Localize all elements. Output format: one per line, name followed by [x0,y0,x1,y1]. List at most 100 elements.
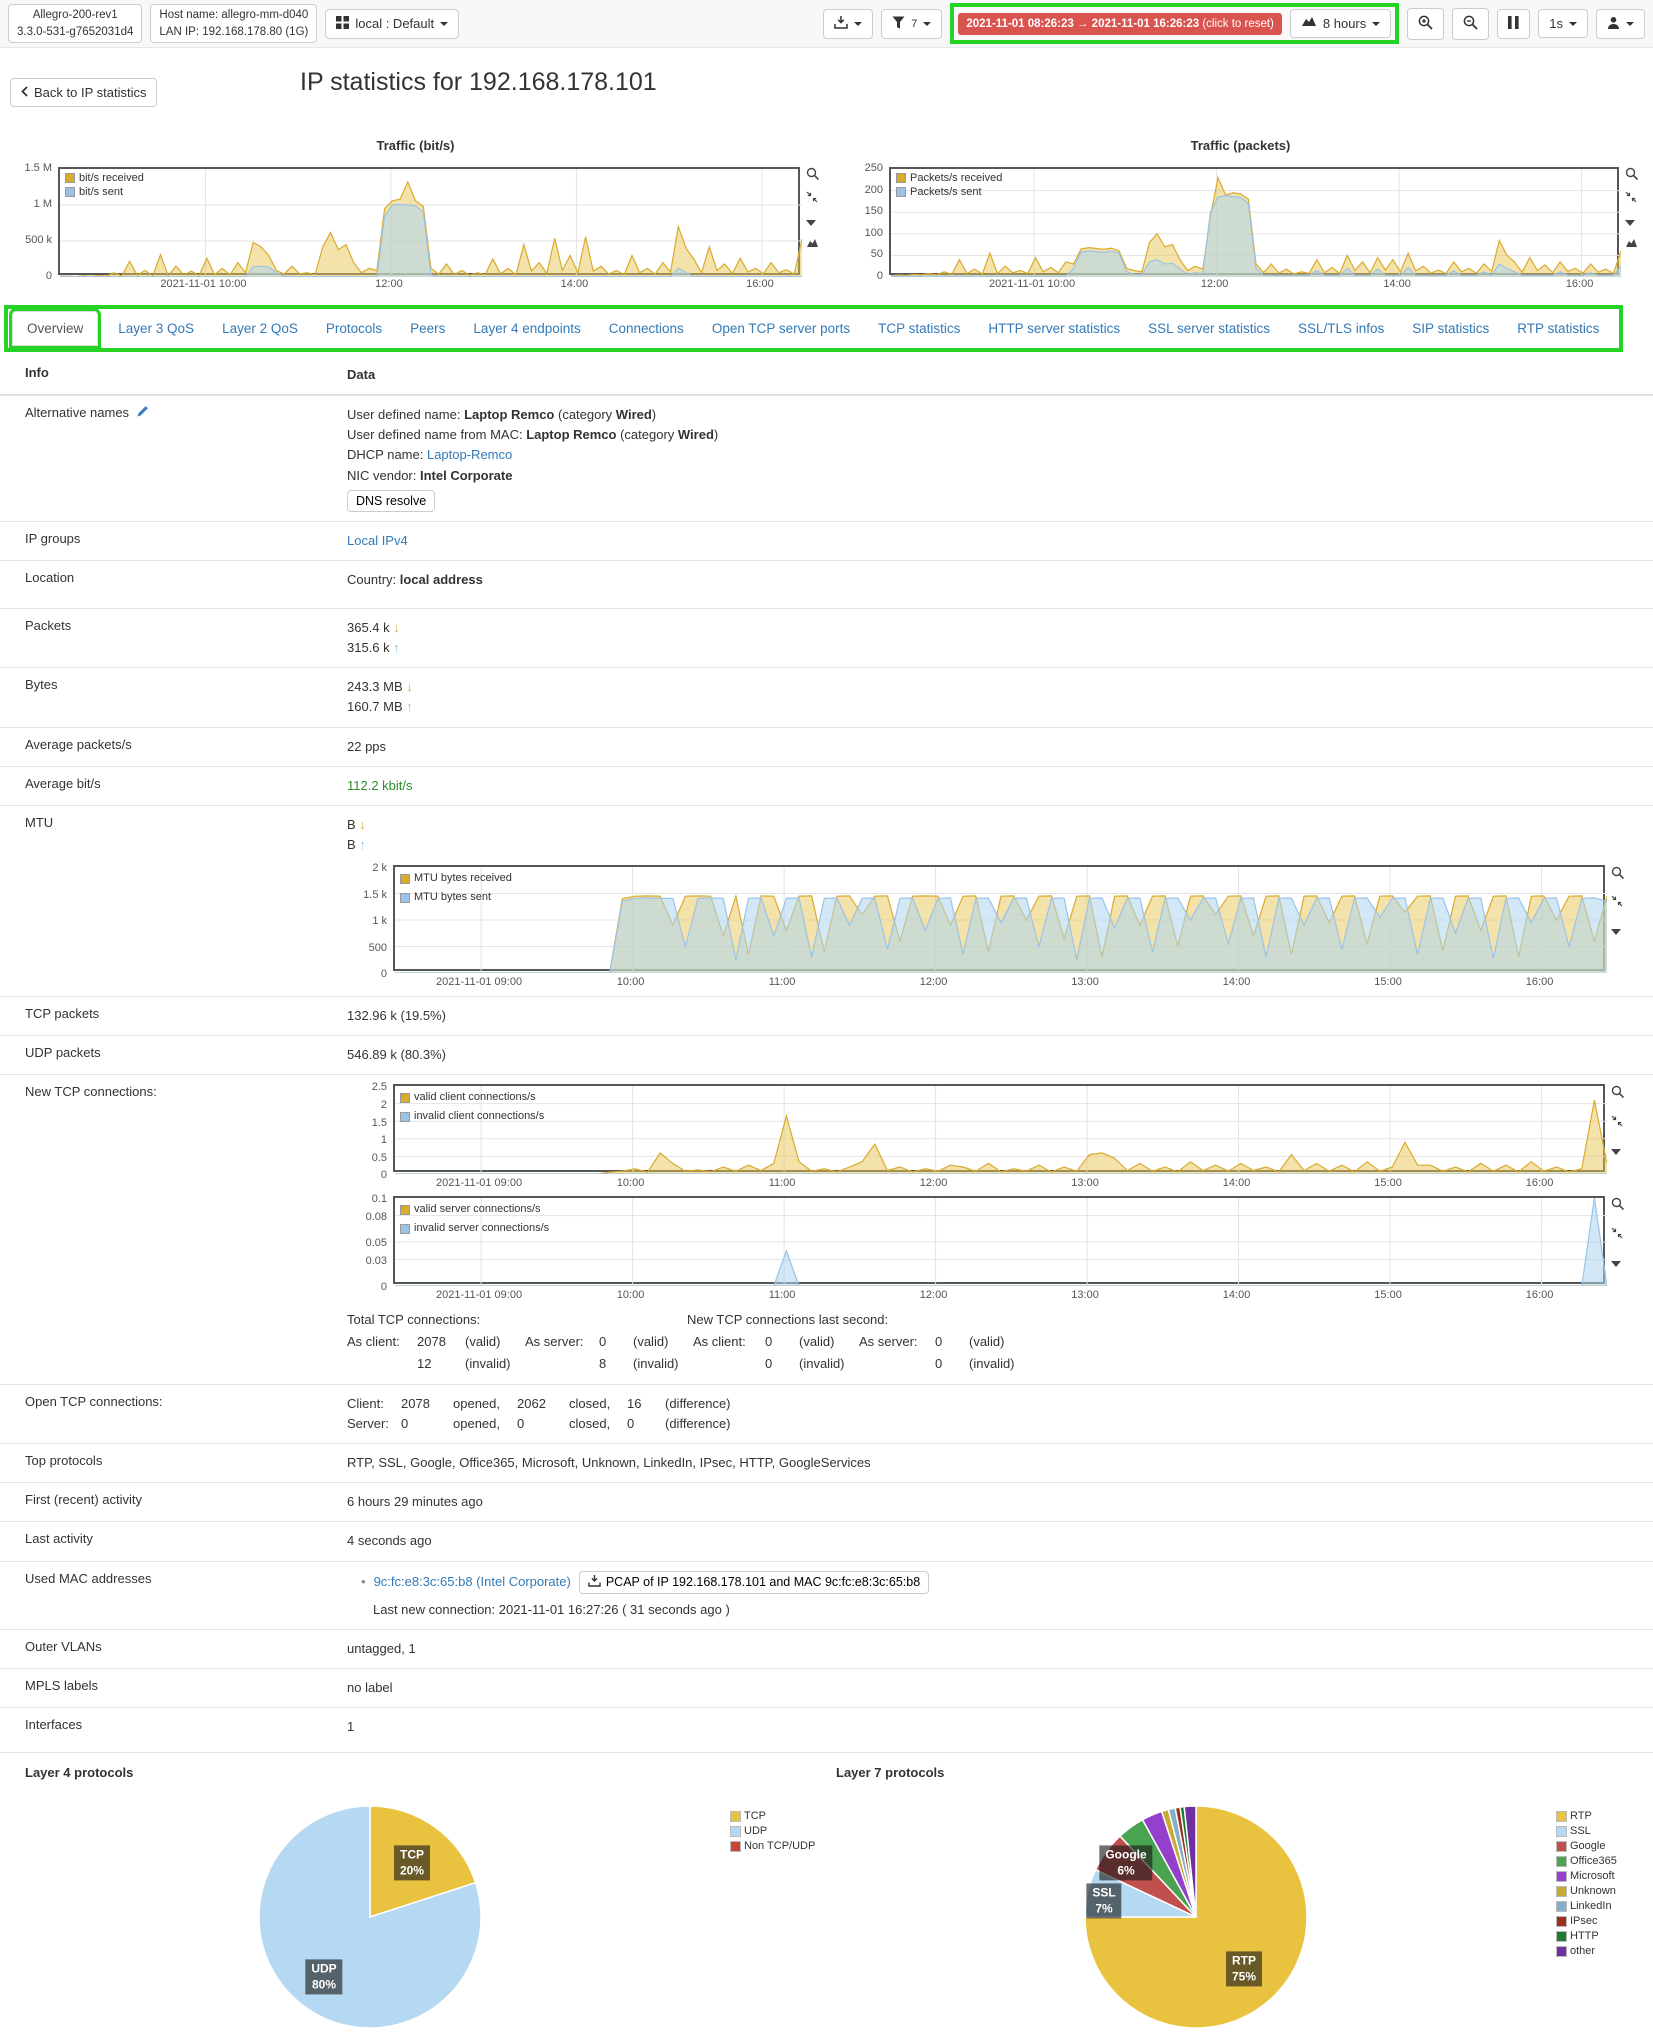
tab-rtp-statistics[interactable]: RTP statistics [1517,321,1600,336]
server-connections-chart[interactable] [393,1196,1608,1287]
y-tick-label: 0.1 [371,1193,387,1206]
tab-layer-3-qos[interactable]: Layer 3 QoS [118,321,195,336]
time-range-badge[interactable]: 2021-11-01 08:26:23 → 2021-11-01 16:26:2… [958,12,1282,35]
zoom-in-icon [1418,15,1433,33]
open-tcp-server-row: Server: 0 opened, 0 closed, 0 (difference) [347,1414,1653,1434]
tab-layer-4-endpoints[interactable]: Layer 4 endpoints [473,321,581,336]
traffic-bits-chart[interactable] [58,167,803,278]
cell: (invalid) [969,1355,1015,1371]
download-icon [588,1574,601,1590]
user-defined-name: User defined name: Laptop Remco (categor… [347,407,657,423]
chart-zoom-icon[interactable] [1611,1084,1625,1104]
scope-selector[interactable]: local : Default [325,8,460,39]
zoom-out-button[interactable] [1452,7,1490,40]
download-menu-button[interactable] [823,8,874,39]
layer7-pie-chart[interactable]: RTP 75% SSL 7% Google 6% [1081,1802,1311,2032]
cell: Server: [347,1415,389,1431]
cell [525,1353,599,1375]
tab-ssl-tls-infos[interactable]: SSL/TLS infos [1297,321,1385,336]
chart-options-caret-icon[interactable] [1625,214,1638,229]
tab-protocols[interactable]: Protocols [325,321,383,336]
pie-slice-label: TCP 20% [393,1845,431,1881]
mtu-chart[interactable] [393,865,1608,974]
ip-group-link[interactable]: Local IPv4 [347,532,408,548]
legend-item: Google [1556,1840,1617,1852]
x-axis-labels: 2021-11-01 09:00 10:00 11:00 12:00 13:00 14:0… [393,971,1605,988]
chart-collapse-icon[interactable] [1611,1225,1624,1245]
pause-button[interactable] [1497,8,1531,39]
lan-ip: LAN IP: 192.168.178.80 (1G) [159,25,309,38]
mac-pcap-button[interactable]: PCAP of IP 192.168.178.101 and MAC 9c:fc… [578,1570,930,1594]
grid-icon [336,15,350,32]
dns-resolve-button[interactable]: DNS resolve [347,489,436,512]
y-tick-label: 100 [864,226,883,239]
chart-collapse-icon[interactable] [1625,191,1638,206]
back-button[interactable]: Back to IP statistics [10,78,158,107]
x-axis-labels: 2021-11-01 10:00 12:00 14:00 16:00 [58,275,800,291]
average-bits-value: 112.2 kbit/s [347,777,413,793]
pie-slice-label: RTP 75% [1225,1951,1263,1987]
client-connections-chart[interactable] [393,1084,1608,1175]
cell: 8 [599,1355,607,1371]
edit-pencil-icon[interactable] [137,405,149,420]
cell [693,1353,765,1375]
tab-peers[interactable]: Peers [410,321,446,336]
filter-menu-button[interactable]: 7 [881,8,943,39]
x-tick-label: 13:00 [1071,1289,1099,1302]
zoom-in-button[interactable] [1407,7,1445,40]
row-label: MPLS labels [25,1677,98,1693]
tab-open-tcp-server-ports[interactable]: Open TCP server ports [711,321,851,336]
traffic-bits-block: Traffic (bit/s) 1.5 M 1 M 500 k 0 bit/s rec… [12,138,820,291]
table-row: New TCP connections: 2.5 2 1.5 1 0.5 0 valid … [0,1074,1653,1383]
x-tick-label: 14:00 [1383,278,1411,290]
tab-overview[interactable]: Overview [8,308,102,349]
x-axis-labels: 2021-11-01 09:00 10:00 11:00 12:00 13:00 14:0… [393,1172,1605,1189]
mtu-received: B ↓ [347,816,366,832]
chart-options-caret-icon[interactable] [806,214,819,229]
x-tick-label: 12:00 [375,278,403,290]
y-tick-label: 0 [45,270,52,282]
time-controls-highlight: 2021-11-01 08:26:23 → 2021-11-01 16:26:2… [950,3,1400,44]
device-model: Allegro-200-rev1 [32,8,118,21]
chart-collapse-icon[interactable] [1611,1113,1624,1133]
chart-zoom-icon[interactable] [1611,865,1625,885]
chart-options-caret-icon[interactable] [1611,1253,1624,1273]
chart-export-icon[interactable] [1625,237,1638,252]
tab-http-server-statistics[interactable]: HTTP server statistics [988,321,1121,336]
traffic-packets-block: Traffic (packets) 250 200 150 100 50 0 Packet… [843,138,1639,291]
traffic-charts-row: Traffic (bit/s) 1.5 M 1 M 500 k 0 bit/s rec… [12,138,1653,291]
duration-label: 8 hours [1322,16,1367,31]
refresh-interval-selector[interactable]: 1s [1538,9,1588,38]
chart-collapse-icon[interactable] [806,191,819,206]
y-tick-label: 50 [870,248,883,261]
traffic-packets-chart[interactable] [889,167,1622,277]
duration-selector[interactable]: 8 hours [1289,9,1392,38]
row-label: UDP packets [25,1045,101,1061]
tab-sip-statistics[interactable]: SIP statistics [1412,321,1490,336]
x-tick-label: 15:00 [1374,976,1402,989]
cell: (valid) [633,1333,669,1349]
tab-tcp-statistics[interactable]: TCP statistics [878,321,961,336]
y-tick-label: 0 [380,1169,387,1182]
tab-connections[interactable]: Connections [608,321,684,336]
chart-options-caret-icon[interactable] [1611,1141,1624,1161]
legend-item: LinkedIn [1556,1900,1617,1912]
chart-zoom-icon[interactable] [1625,167,1639,183]
x-tick-label: 16:00 [1565,278,1594,290]
y-tick-label: 500 [368,941,387,954]
pie-slice-label: Google 6% [1099,1845,1153,1881]
chart-zoom-icon[interactable] [806,167,820,183]
user-menu-button[interactable] [1596,8,1645,39]
chart-zoom-icon[interactable] [1611,1196,1625,1216]
tab-layer-2-qos[interactable]: Layer 2 QoS [222,321,298,336]
chart-options-caret-icon[interactable] [1611,921,1624,941]
chart-export-icon[interactable] [806,237,819,252]
chart-collapse-icon[interactable] [1611,893,1624,913]
mac-address-link[interactable]: 9c:fc:e8:3c:65:b8 (Intel Corporate) [373,1573,571,1589]
legend-item: invalid server connections/s [400,1220,549,1237]
layer4-pie-chart[interactable]: TCP 20% UDP 80% [255,1802,485,2032]
y-tick-label: 1.5 k [363,888,387,901]
tab-ssl-server-statistics[interactable]: SSL server statistics [1148,321,1270,336]
cell: 2078 [401,1395,430,1411]
cell: 0 [765,1333,773,1349]
